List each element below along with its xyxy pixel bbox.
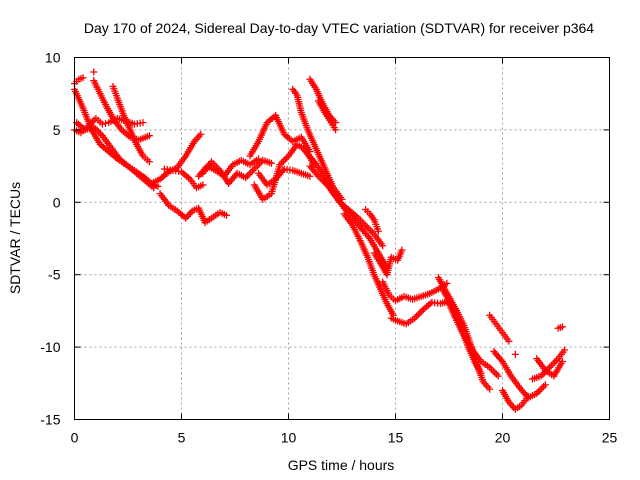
track-marker [551, 358, 559, 366]
track-marker [414, 311, 422, 319]
track-marker [102, 119, 110, 127]
track-marker [547, 362, 555, 370]
track-marker [538, 384, 546, 392]
data-point-marker [332, 126, 340, 134]
y-tick-label: -10 [40, 339, 60, 355]
data-point-marker [145, 158, 153, 166]
grid-lines [74, 57, 610, 420]
data-point-marker [398, 246, 406, 254]
data-point-marker [379, 242, 387, 250]
track-marker [540, 382, 548, 390]
y-tick-label: 0 [53, 194, 61, 210]
track-marker [416, 309, 424, 317]
x-tick-labels: 0 5 10 15 20 25 [71, 430, 618, 446]
track-marker [247, 168, 255, 176]
y-tick-labels: -15 -10 -5 0 5 10 [40, 50, 60, 428]
data-point-marker [306, 172, 314, 180]
data-point-marker [197, 130, 205, 138]
x-tick-label: 15 [388, 430, 404, 446]
y-tick-label: 5 [53, 122, 61, 138]
track-marker [249, 167, 257, 175]
track-marker [489, 367, 497, 375]
data-markers [71, 68, 569, 413]
data-point-marker [524, 392, 532, 400]
data-point-marker [486, 385, 494, 393]
data-point-marker [494, 372, 502, 380]
data-point-marker [222, 211, 230, 219]
x-tick-label: 0 [71, 430, 79, 446]
track-marker [281, 155, 289, 163]
data-point-marker [267, 159, 275, 167]
data-point-marker [558, 323, 566, 331]
y-tick-label: -15 [40, 412, 60, 428]
data-point-marker [199, 181, 207, 189]
track-marker [243, 172, 251, 180]
track-marker [283, 154, 291, 162]
x-axis-label: GPS time / hours [288, 457, 395, 473]
track-marker [252, 163, 260, 171]
plot-frame [74, 57, 610, 420]
data-point-marker [98, 120, 106, 128]
axis-ticks [74, 57, 610, 420]
track-marker [536, 386, 544, 394]
y-axis-label: SDTVAR / TECUs [7, 182, 23, 294]
x-tick-label: 5 [178, 430, 186, 446]
track-marker [493, 370, 501, 378]
x-tick-label: 10 [281, 430, 297, 446]
track-marker [549, 360, 557, 368]
track-marker [412, 312, 420, 320]
data-point-marker [561, 346, 569, 354]
data-point-marker [154, 182, 162, 190]
data-point-marker [79, 74, 87, 82]
track-marker [491, 369, 499, 377]
data-point-marker [505, 337, 513, 345]
track-marker [552, 356, 560, 364]
data-point-marker [145, 132, 153, 140]
data-point-marker [558, 358, 566, 366]
y-tick-label: 10 [45, 50, 61, 66]
track-marker [487, 365, 495, 373]
data-point-marker [477, 369, 485, 377]
data-point-marker [90, 68, 98, 76]
track-marker [418, 307, 426, 315]
data-point-marker [139, 119, 147, 127]
track-marker [279, 157, 287, 165]
data-point-marker [374, 227, 382, 235]
x-tick-label: 20 [495, 430, 511, 446]
y-tick-label: -5 [48, 267, 61, 283]
data-point-marker [541, 381, 549, 389]
chart-title: Day 170 of 2024, Sidereal Day-to-day VTE… [84, 20, 594, 36]
x-tick-label: 25 [602, 430, 618, 446]
data-point-marker [511, 350, 519, 358]
